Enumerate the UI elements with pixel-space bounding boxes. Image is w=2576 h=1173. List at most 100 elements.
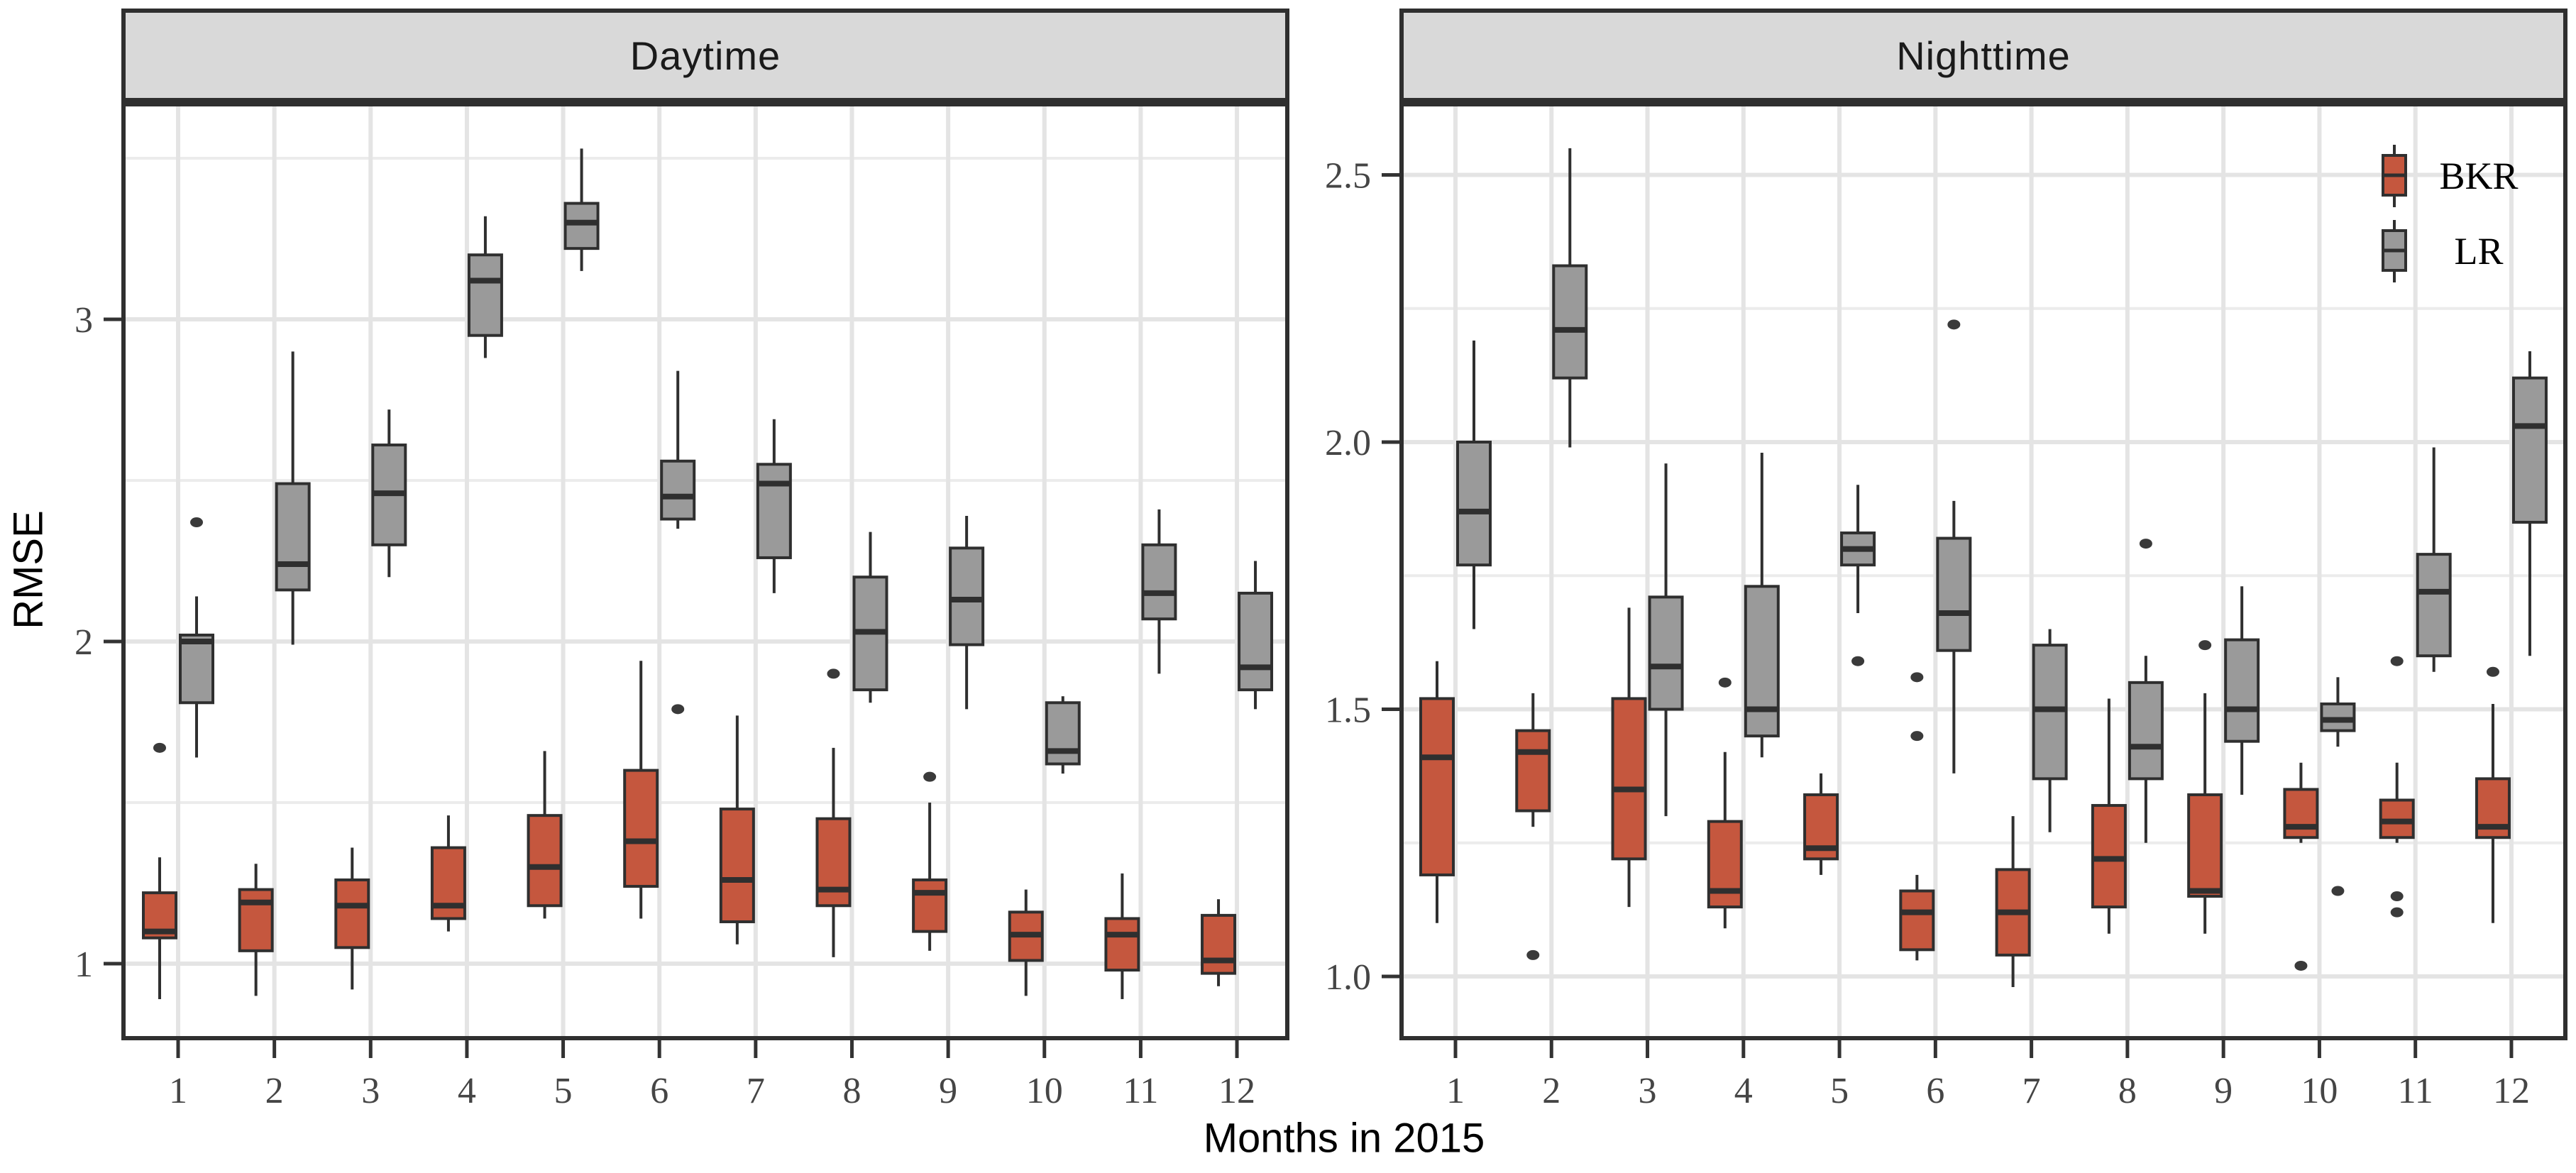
box-bkr-m6	[1899, 889, 1935, 952]
box-bkr-m2	[238, 888, 274, 952]
x-tick-label: 10	[2301, 1071, 2338, 1111]
panel-background	[121, 102, 1289, 1040]
panel-nighttime	[1399, 102, 2567, 1040]
box-lr-m10-outlier	[2331, 886, 2345, 896]
box-bkr-m2	[1515, 729, 1551, 813]
y-tick-label: 1	[75, 945, 93, 985]
panel-border	[1399, 102, 2567, 1040]
box-bkr-m8-outlier	[827, 668, 840, 679]
box-lr-m1	[179, 633, 214, 705]
box-bkr-m9-outlier	[2198, 640, 2212, 651]
box-bkr-m6-outlier	[1910, 672, 1924, 683]
box-bkr-m12	[1201, 913, 1237, 975]
box-lr-m6	[1936, 536, 1972, 652]
legend-swatch-bkr-boxplot-icon	[2382, 145, 2407, 207]
box-lr-m11	[2416, 553, 2452, 658]
x-tick-label: 3	[1639, 1071, 1657, 1111]
box-lr-m4	[467, 253, 503, 337]
x-tick-label: 6	[650, 1071, 668, 1111]
box-lr-m11	[1141, 543, 1177, 621]
facet-strip-nighttime: Nighttime	[1399, 9, 2567, 102]
box-bkr-m11-outlier	[2390, 656, 2404, 666]
x-tick-label: 3	[361, 1071, 380, 1111]
x-tick-label: 8	[2118, 1071, 2137, 1111]
box-bkr-m10	[2283, 788, 2319, 839]
box-bkr-m2-outlier	[1526, 949, 1540, 960]
x-tick-label: 12	[2493, 1071, 2530, 1111]
box-lr-m12	[1238, 591, 1274, 692]
box-bkr-m6-outlier	[1910, 731, 1924, 742]
x-tick-label: 9	[2214, 1071, 2233, 1111]
legend-label-lr: LR	[2454, 230, 2504, 272]
box-lr-m12	[2511, 376, 2548, 524]
box-lr-m2	[275, 482, 311, 592]
box-bkr-m1	[1419, 697, 1455, 876]
box-bkr-m12-outlier	[2486, 666, 2499, 677]
box-bkr-m6	[623, 769, 659, 888]
legend-item-bkr: BKR	[2379, 143, 2532, 209]
x-tick-label: 6	[1926, 1071, 1944, 1111]
y-tick-label: 1.5	[1325, 690, 1371, 731]
box-lr-m9	[2224, 638, 2260, 743]
box-lr-m7	[756, 463, 792, 559]
x-tick-label: 4	[458, 1071, 476, 1111]
y-tick-label: 3	[75, 300, 93, 341]
box-lr-m6-outlier	[1947, 319, 1961, 330]
box-lr-m6	[660, 459, 696, 521]
box-lr-m6-outlier	[671, 704, 685, 715]
box-lr-m8	[2128, 681, 2164, 781]
x-tick-label: 2	[1542, 1071, 1561, 1111]
box-bkr-m11-outlier	[2390, 891, 2404, 902]
x-tick-label: 4	[1734, 1071, 1753, 1111]
x-tick-label: 11	[2398, 1071, 2433, 1111]
box-lr-m9	[949, 546, 985, 646]
box-bkr-m11-outlier	[2390, 907, 2404, 918]
box-bkr-m3	[1611, 697, 1647, 861]
box-bkr-m11	[1104, 917, 1140, 972]
box-bkr-m3	[334, 878, 370, 949]
y-tick-label: 1.0	[1325, 957, 1371, 998]
box-lr-m2	[1552, 264, 1588, 380]
box-lr-m3	[1648, 595, 1684, 711]
x-tick-label: 9	[939, 1071, 957, 1111]
facet-title-nighttime: Nighttime	[1896, 33, 2071, 78]
x-tick-label: 7	[2022, 1071, 2041, 1111]
box-bkr-m7	[719, 808, 755, 923]
x-tick-label: 10	[1026, 1071, 1063, 1111]
box-lr-m10	[1045, 701, 1081, 766]
x-tick-label: 2	[265, 1071, 284, 1111]
box-bkr-m10-outlier	[2294, 960, 2308, 971]
box-bkr-m9-outlier	[923, 771, 937, 782]
x-tick-label: 1	[169, 1071, 187, 1111]
box-bkr-m1-outlier	[153, 742, 166, 753]
panel-daytime	[121, 102, 1289, 1040]
y-axis-title: RMSE	[5, 510, 52, 629]
x-tick-label: 12	[1218, 1071, 1255, 1111]
box-bkr-m4	[1707, 820, 1743, 909]
x-tick-label: 1	[1446, 1071, 1465, 1111]
x-tick-label: 8	[842, 1071, 861, 1111]
facet-strip-daytime: Daytime	[121, 9, 1289, 102]
box-lr-m5-outlier	[1851, 656, 1865, 666]
y-tick-label: 2.5	[1325, 156, 1371, 197]
box-bkr-m8	[815, 817, 852, 908]
x-tick-label: 7	[747, 1071, 765, 1111]
box-lr-m1-outlier	[190, 517, 203, 528]
panel-border	[121, 102, 1289, 1040]
panel-background	[1399, 102, 2567, 1040]
y-tick-label: 2.0	[1325, 423, 1371, 463]
box-lr-m8-outlier	[2139, 539, 2152, 549]
x-tick-label: 11	[1123, 1071, 1158, 1111]
box-lr-m1	[1456, 441, 1492, 567]
box-lr-m5	[563, 202, 600, 250]
legend-swatch-lr-boxplot-icon	[2382, 220, 2407, 282]
box-bkr-m5	[527, 814, 563, 908]
x-tick-label: 5	[1830, 1071, 1849, 1111]
box-bkr-m9	[912, 878, 948, 933]
x-axis-title: Months in 2015	[1203, 1115, 1485, 1162]
y-tick-label: 2	[75, 622, 93, 663]
x-tick-label: 5	[554, 1071, 573, 1111]
box-lr-m4	[1744, 585, 1780, 738]
box-bkr-m9	[2187, 793, 2223, 898]
